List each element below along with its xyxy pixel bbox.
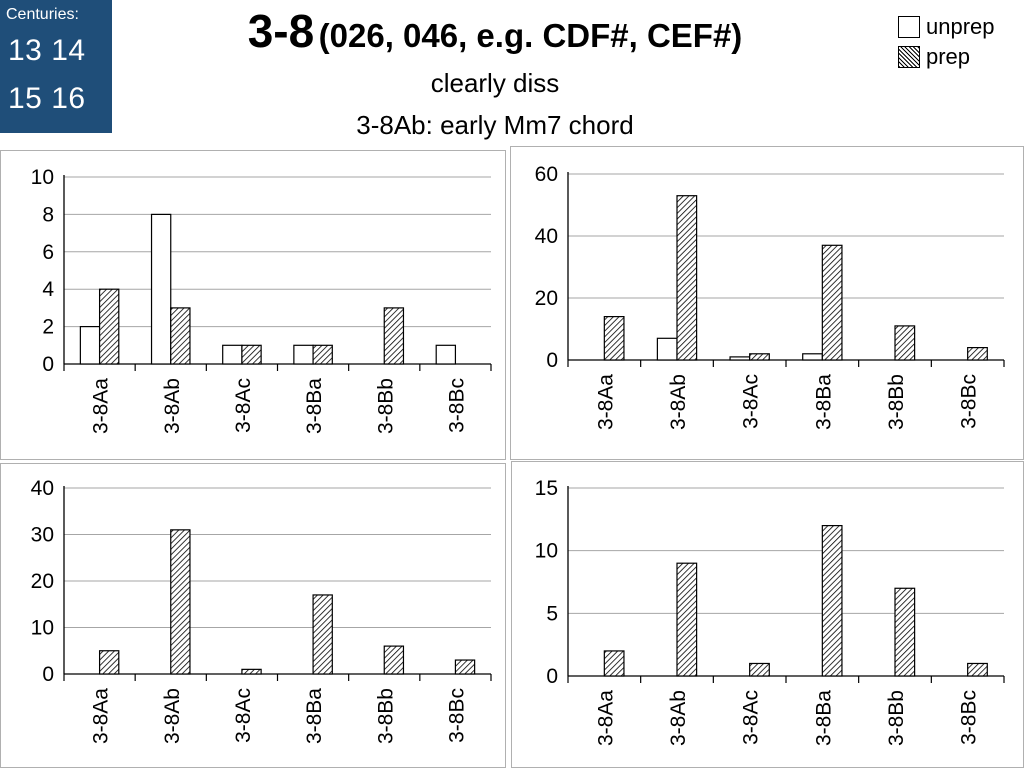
x-category-label: 3-8Ac [232, 378, 255, 433]
y-tick-label: 6 [42, 241, 54, 264]
legend-swatch-prep [898, 46, 920, 68]
y-tick-label: 4 [42, 278, 54, 301]
bar-unprep-3-8Bc [435, 344, 457, 365]
chart-bottom-left: 0 10 20 30 40 3-8Aa 3-8Ab 3-8Ac 3-8Ba 3-8Bb 3-8Bc [31, 477, 492, 744]
bar-prep-3-8Bc [967, 662, 988, 677]
y-tick-label: 0 [42, 663, 54, 686]
subtitle-1: clearly diss [430, 68, 560, 98]
bar-prep-3-8Bb [894, 587, 916, 677]
y-tick-label: 0 [42, 353, 54, 376]
bar-prep-3-8Ac [749, 662, 770, 677]
x-category-label: 3-8Aa [90, 688, 113, 744]
centuries-box: Centuries: 13 14 15 16 [0, 0, 112, 133]
x-category-label: 3-8Bc [445, 378, 468, 433]
bar-prep-3-8Aa [603, 650, 625, 677]
bar-prep-3-8Ab [170, 307, 191, 365]
x-category-label: 3-8Bb [885, 374, 908, 430]
y-tick-label: 60 [535, 163, 558, 186]
x-category-label: 3-8Ac [740, 690, 763, 745]
y-tick-label: 10 [31, 166, 54, 189]
legend: unprep prep [898, 12, 995, 72]
chart-top-right: 0 20 40 60 3-8Aa 3-8Ab 3-8Ac 3-8Ba 3-8Bb 3-8Bc [535, 163, 1005, 430]
page-title: 3-8 (026, 046, e.g. CDF#, CEF#) [150, 4, 840, 58]
x-category-label: 3-8Ba [303, 688, 326, 744]
chart-top-left: 0 2 4 6 8 10 3-8Aa 3-8Ab 3-8Ac 3-8Ba 3-8Bb 3-8Bc [31, 166, 492, 434]
y-tick-label: 5 [546, 602, 558, 625]
x-category-label: 3-8Bb [374, 378, 397, 434]
bar-unprep-3-8Ba [293, 344, 314, 365]
bar-prep-3-8Ab [676, 195, 698, 361]
y-tick-label: 2 [42, 316, 54, 339]
bar-prep-3-8Aa [603, 316, 625, 361]
bar-prep-3-8Bb [894, 325, 916, 361]
bar-prep-3-8Ac [241, 344, 262, 365]
x-category-label: 3-8Ac [232, 688, 255, 743]
x-category-label: 3-8Bb [885, 690, 908, 746]
title-rest: (026, 046, e.g. CDF#, CEF#) [318, 17, 743, 54]
y-tick-label: 10 [535, 540, 558, 563]
x-category-label: 3-8Ab [667, 690, 690, 746]
y-tick-label: 15 [535, 477, 558, 500]
bar-prep-3-8Bb [383, 645, 405, 675]
legend-label-prep: prep [926, 44, 971, 69]
y-tick-label: 20 [535, 287, 558, 310]
x-category-label: 3-8Bc [958, 374, 981, 429]
title-main: 3-8 [247, 5, 315, 57]
bar-unprep-3-8Ba [802, 353, 823, 361]
y-tick-label: 30 [31, 524, 54, 547]
bar-prep-3-8Ac [749, 353, 770, 361]
bar-prep-3-8Ac [241, 668, 262, 675]
bar-prep-3-8Bb [383, 307, 405, 365]
y-tick-label: 10 [31, 617, 54, 640]
bar-prep-3-8Ba [312, 344, 333, 365]
y-tick-label: 20 [31, 570, 54, 593]
x-category-label: 3-8Ab [161, 378, 184, 434]
subtitle-2: 3-8Ab: early Mm7 chord [356, 110, 634, 140]
y-tick-label: 40 [31, 477, 54, 500]
x-category-label: 3-8Ba [812, 690, 835, 746]
x-category-label: 3-8Aa [594, 374, 617, 430]
y-tick-label: 8 [42, 203, 54, 226]
legend-swatch-unprep [898, 16, 920, 38]
chart-panel-bottom-right: 0 5 10 15 3-8Aa 3-8Ab 3-8Ac 3-8Ba 3-8Bb 3-8Bc [511, 461, 1024, 768]
bar-unprep-3-8Aa [79, 326, 101, 365]
bar-prep-3-8Ab [676, 562, 698, 677]
x-category-label: 3-8Bc [958, 690, 981, 745]
x-category-label: 3-8Ab [667, 374, 690, 430]
y-tick-label: 40 [535, 225, 558, 248]
bar-prep-3-8Bc [454, 659, 476, 675]
chart-panel-top-left: 0 2 4 6 8 10 3-8Aa 3-8Ab 3-8Ac 3-8Ba 3-8Bb 3-8Bc [0, 150, 506, 460]
chart-panel-top-right: 0 20 40 60 3-8Aa 3-8Ab 3-8Ac 3-8Ba 3-8Bb 3-8Bc [510, 146, 1024, 460]
centuries-row-1: 13 14 [8, 34, 86, 67]
legend-item-prep: prep [898, 42, 995, 72]
bar-unprep-3-8Ac [729, 356, 751, 361]
chart-bottom-right: 0 5 10 15 3-8Aa 3-8Ab 3-8Ac 3-8Ba 3-8Bb 3-8Bc [535, 477, 1005, 746]
x-category-label: 3-8Ba [812, 374, 835, 430]
bar-prep-3-8Bc [967, 347, 988, 361]
bar-prep-3-8Ba [821, 244, 843, 361]
bar-prep-3-8Ba [821, 524, 843, 677]
chart-panel-bottom-left: 0 10 20 30 40 3-8Aa 3-8Ab 3-8Ac 3-8Ba 3-8Bb 3-8Bc [0, 463, 506, 768]
y-tick-label: 0 [546, 665, 558, 688]
x-category-label: 3-8Ac [740, 374, 763, 429]
bar-prep-3-8Aa [98, 288, 120, 365]
bar-prep-3-8Aa [98, 650, 120, 675]
centuries-label: Centuries: [6, 6, 79, 23]
bar-prep-3-8Ab [170, 529, 191, 675]
y-tick-label: 0 [546, 349, 558, 372]
x-category-label: 3-8Aa [594, 690, 617, 746]
x-category-label: 3-8Bc [445, 688, 468, 743]
bar-unprep-3-8Ab [150, 213, 172, 365]
bar-unprep-3-8Ab [656, 337, 678, 361]
x-category-label: 3-8Ba [303, 378, 326, 434]
bar-prep-3-8Ba [312, 594, 333, 675]
x-category-label: 3-8Aa [90, 378, 113, 434]
bar-unprep-3-8Ac [222, 344, 243, 365]
legend-label-unprep: unprep [926, 14, 995, 39]
x-category-label: 3-8Bb [374, 688, 397, 744]
centuries-row-2: 15 16 [8, 82, 86, 115]
legend-item-unprep: unprep [898, 12, 995, 42]
x-category-label: 3-8Ab [161, 688, 184, 744]
